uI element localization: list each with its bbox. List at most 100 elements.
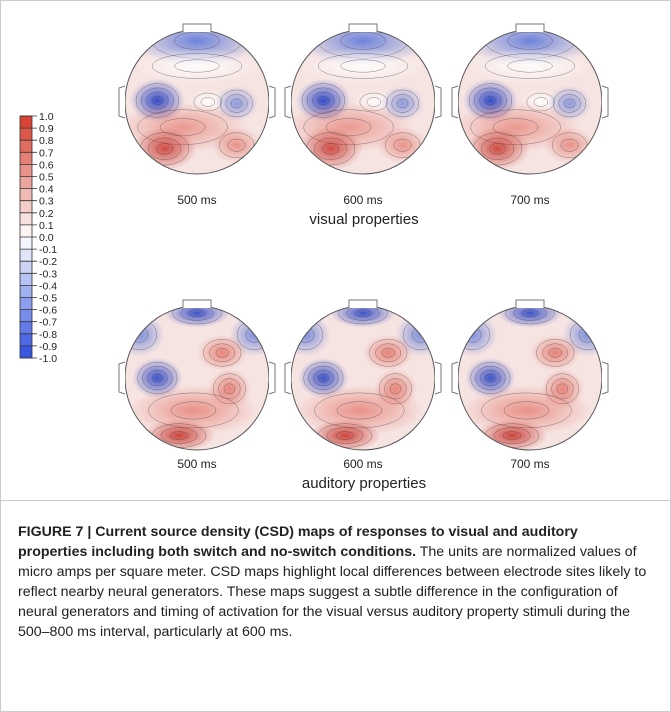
colorbar-tick-label: -1.0 [39, 353, 57, 365]
caption-title: FIGURE 7 | Current source density (CSD) … [18, 524, 578, 560]
contour-line [326, 427, 364, 444]
contour-line [230, 98, 243, 109]
colorbar-segment [20, 237, 32, 250]
colorbar-svg: 1.00.90.80.70.60.50.40.30.20.10.0-0.1-0.… [19, 111, 57, 365]
contour-line [148, 137, 182, 160]
csd-region [363, 334, 414, 371]
ear-marker [434, 85, 442, 119]
contour-line [147, 369, 168, 387]
ear-marker [451, 361, 459, 395]
contour-line [480, 369, 501, 387]
csd-region [132, 48, 262, 84]
auditory-maps [118, 299, 609, 451]
contour-line [558, 94, 581, 113]
contour-line [225, 94, 248, 113]
contour-line [218, 132, 255, 158]
nose-marker [515, 23, 545, 32]
colorbar-tick-label: -0.5 [39, 293, 57, 305]
ear-marker [118, 361, 126, 395]
contour-line [507, 59, 553, 73]
colorbar-tick-label: 0.2 [39, 208, 54, 220]
contour-line [521, 309, 539, 318]
contour-line [188, 309, 206, 318]
contour-line [338, 306, 388, 325]
colorbar-segment [20, 188, 32, 201]
contour-line [381, 348, 395, 358]
ear-marker [601, 361, 609, 395]
visual-time-500: 500 ms [177, 193, 217, 207]
ear-marker [118, 85, 126, 119]
csd-region [197, 334, 248, 371]
contour-line [172, 306, 222, 325]
contour-line [335, 431, 355, 440]
head-map [118, 299, 276, 451]
colorbar-segment [20, 140, 32, 153]
contour-line [391, 94, 414, 113]
colorbar-segment [20, 152, 32, 165]
contour-line [152, 373, 163, 383]
contour-line [169, 431, 189, 440]
colorbar-tick-label: 0.7 [39, 147, 54, 159]
colorbar-segment [20, 309, 32, 322]
visual-row-label: visual properties [309, 211, 419, 228]
colorbar-tick-label: -0.3 [39, 268, 57, 280]
figure-caption: FIGURE 7 | Current source density (CSD) … [18, 522, 648, 642]
visual-maps [118, 23, 609, 175]
contour-line [170, 401, 217, 420]
colorbar-tick-label: -0.1 [39, 244, 57, 256]
colorbar-tick-label: 0.3 [39, 196, 54, 208]
head-map [284, 299, 442, 451]
colorbar-segment [20, 176, 32, 189]
colorbar-tick-label: 1.0 [39, 111, 54, 123]
nose-marker [348, 299, 378, 308]
colorbar-tick-label: 0.1 [39, 220, 54, 232]
colorbar-tick-label: 0.5 [39, 172, 54, 184]
colorbar-tick-label: 0.0 [39, 232, 54, 244]
contour-line [369, 339, 408, 367]
contour-line [485, 373, 496, 383]
contour-line [151, 53, 243, 79]
colorbar-segment [20, 116, 32, 129]
auditory-time-500: 500 ms [177, 457, 217, 471]
head-map [451, 23, 609, 175]
colorbar-segment [20, 224, 32, 237]
contour-line [384, 132, 421, 158]
colorbar-tick-label: 0.9 [39, 123, 54, 135]
contour-line [156, 143, 173, 155]
nose-marker [515, 299, 545, 308]
colorbar-tick-label: -0.8 [39, 329, 57, 341]
head-map [284, 23, 442, 175]
auditory-time-700: 700 ms [510, 457, 550, 471]
contour-line [489, 143, 506, 155]
head-map [451, 299, 609, 451]
ear-marker [268, 361, 276, 395]
contour-line [375, 343, 402, 363]
csd-region [298, 48, 428, 84]
ear-marker [601, 85, 609, 119]
contour-line [548, 348, 562, 358]
caption-separator [0, 500, 671, 501]
contour-line [513, 306, 547, 321]
colorbar-segment [20, 164, 32, 177]
colorbar-tick-label: -0.7 [39, 317, 57, 329]
colorbar-segment [20, 297, 32, 310]
contour-line [322, 143, 339, 155]
auditory-time-600: 600 ms [343, 457, 383, 471]
contour-line [346, 306, 380, 321]
contour-line [542, 343, 569, 363]
colorbar-tick-label: -0.4 [39, 280, 57, 292]
contour-line [484, 53, 576, 79]
contour-line [536, 339, 575, 367]
ear-marker [284, 85, 292, 119]
nose-marker [182, 299, 212, 308]
colorbar-segment [20, 321, 32, 334]
nose-marker [348, 23, 378, 32]
contour-line [481, 137, 515, 160]
auditory-row-label: auditory properties [301, 475, 427, 492]
visual-time-700: 700 ms [510, 193, 550, 207]
ear-marker [434, 361, 442, 395]
contour-line [160, 427, 198, 444]
contour-line [563, 98, 576, 109]
contour-line [393, 138, 412, 152]
contour-line [174, 59, 220, 73]
